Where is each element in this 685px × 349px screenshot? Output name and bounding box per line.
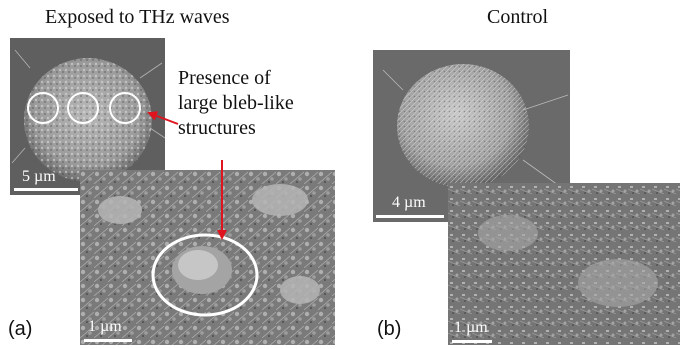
bleb-circle-1 [27, 92, 59, 124]
bleb-circle-2 [67, 92, 99, 124]
bleb-circle-3 [109, 92, 141, 124]
panel-a-label: (a) [8, 318, 33, 340]
scalebar-a-bottom-line [84, 339, 132, 342]
scalebar-a-bottom-label: 1 µm [88, 318, 122, 335]
scalebar-a-bottom: 1 µm [84, 318, 154, 344]
scalebar-b-top-label: 4 µm [392, 194, 426, 211]
panel-b-title: Control [487, 6, 549, 28]
scalebar-b-bottom-line [452, 340, 492, 343]
scalebar-b-bottom-label: 1 µm [454, 319, 488, 336]
scalebar-a-top: 5 µm [14, 166, 84, 194]
scalebar-b-top: 4 µm [376, 192, 448, 220]
panel-a-title: Exposed to THz waves [45, 6, 230, 28]
panel-b-label: (b) [377, 318, 402, 340]
sem-image-exposed-zoom: 1 µm [80, 170, 335, 345]
bleb-circle-zoom [151, 233, 259, 317]
sem-image-exposed-overview: 5 µm [10, 38, 165, 195]
annotation-bleb-structures: Presence of large bleb-like structures [178, 67, 294, 139]
scalebar-a-top-label: 5 µm [22, 168, 56, 185]
scalebar-b-bottom: 1 µm [452, 319, 512, 345]
scalebar-b-top-line [376, 215, 444, 218]
sem-image-control-zoom: 1 µm [448, 183, 680, 345]
scalebar-a-top-line [14, 188, 78, 191]
